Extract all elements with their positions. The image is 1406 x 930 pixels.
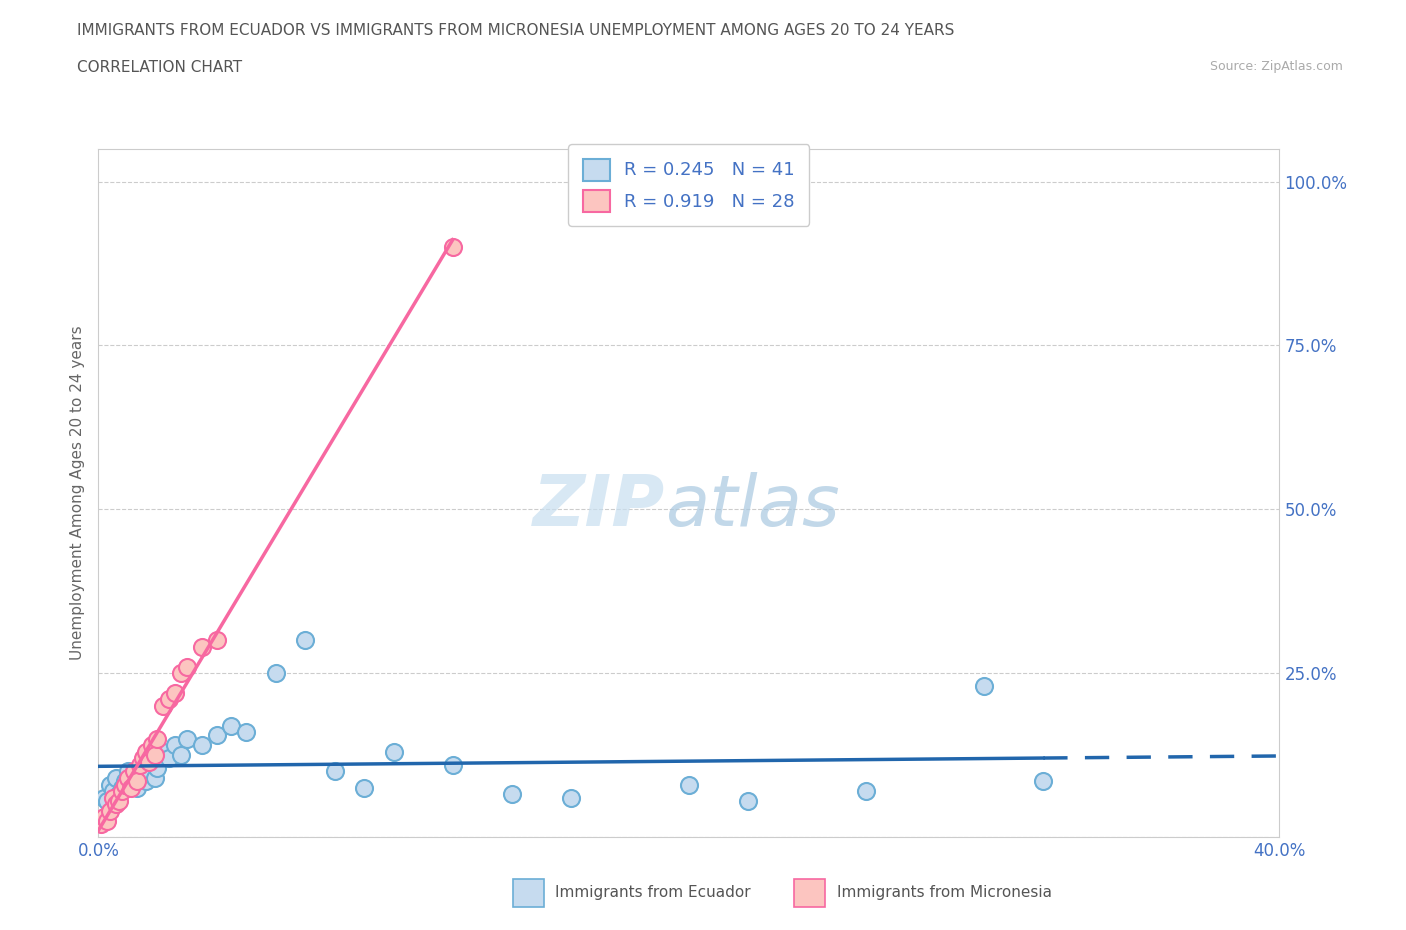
Point — [678, 777, 700, 792]
Point — [114, 777, 136, 792]
Point — [103, 784, 125, 799]
Point — [441, 240, 464, 255]
Point — [111, 784, 134, 799]
Point — [264, 666, 287, 681]
Point — [441, 757, 464, 772]
Point — [143, 771, 166, 786]
Point — [294, 633, 316, 648]
Point — [165, 737, 187, 752]
Legend: R = 0.245   N = 41, R = 0.919   N = 28: R = 0.245 N = 41, R = 0.919 N = 28 — [568, 144, 810, 226]
Point — [125, 780, 148, 795]
Point — [152, 744, 174, 759]
Point — [176, 659, 198, 674]
Point — [105, 771, 128, 786]
Point — [98, 777, 121, 792]
Point — [165, 685, 187, 700]
Point — [117, 771, 139, 786]
Point — [128, 757, 150, 772]
Point — [219, 718, 242, 733]
Point — [323, 764, 346, 779]
Point — [105, 797, 128, 812]
Point — [205, 633, 228, 648]
Point — [132, 751, 155, 765]
Point — [103, 790, 125, 805]
Point — [128, 767, 150, 782]
Text: IMMIGRANTS FROM ECUADOR VS IMMIGRANTS FROM MICRONESIA UNEMPLOYMENT AMONG AGES 20: IMMIGRANTS FROM ECUADOR VS IMMIGRANTS FR… — [77, 23, 955, 38]
Point — [737, 793, 759, 808]
Point — [146, 761, 169, 776]
Point — [138, 764, 160, 779]
Point — [111, 780, 134, 795]
Point — [93, 810, 115, 825]
Point — [146, 731, 169, 746]
Point — [138, 754, 160, 769]
Point — [96, 793, 118, 808]
Point — [143, 748, 166, 763]
Point — [170, 666, 193, 681]
Text: ZIP: ZIP — [533, 472, 665, 541]
Text: atlas: atlas — [665, 472, 839, 541]
Text: Immigrants from Ecuador: Immigrants from Ecuador — [555, 885, 751, 900]
Text: Immigrants from Micronesia: Immigrants from Micronesia — [837, 885, 1052, 900]
Point — [122, 771, 145, 786]
Point — [973, 679, 995, 694]
Point — [135, 774, 157, 789]
Point — [382, 744, 405, 759]
Point — [120, 780, 142, 795]
Point — [1032, 774, 1054, 789]
Point — [117, 764, 139, 779]
Point — [855, 784, 877, 799]
Point — [93, 790, 115, 805]
Point — [141, 754, 163, 769]
Point — [191, 737, 214, 752]
Point — [353, 780, 375, 795]
Point — [501, 787, 523, 802]
Point — [205, 728, 228, 743]
Text: CORRELATION CHART: CORRELATION CHART — [77, 60, 242, 75]
Point — [132, 757, 155, 772]
Point — [108, 793, 131, 808]
Point — [122, 764, 145, 779]
Point — [157, 692, 180, 707]
Y-axis label: Unemployment Among Ages 20 to 24 years: Unemployment Among Ages 20 to 24 years — [70, 326, 86, 660]
Point — [157, 751, 180, 765]
Point — [114, 774, 136, 789]
Point — [176, 731, 198, 746]
Point — [120, 777, 142, 792]
Point — [141, 737, 163, 752]
Point — [170, 748, 193, 763]
Point — [560, 790, 582, 805]
Point — [125, 774, 148, 789]
Point — [235, 724, 257, 739]
Point — [98, 804, 121, 818]
Point — [135, 744, 157, 759]
Point — [191, 640, 214, 655]
Point — [96, 813, 118, 828]
Point — [152, 698, 174, 713]
Text: Source: ZipAtlas.com: Source: ZipAtlas.com — [1209, 60, 1343, 73]
Point — [108, 787, 131, 802]
Point — [90, 817, 112, 831]
